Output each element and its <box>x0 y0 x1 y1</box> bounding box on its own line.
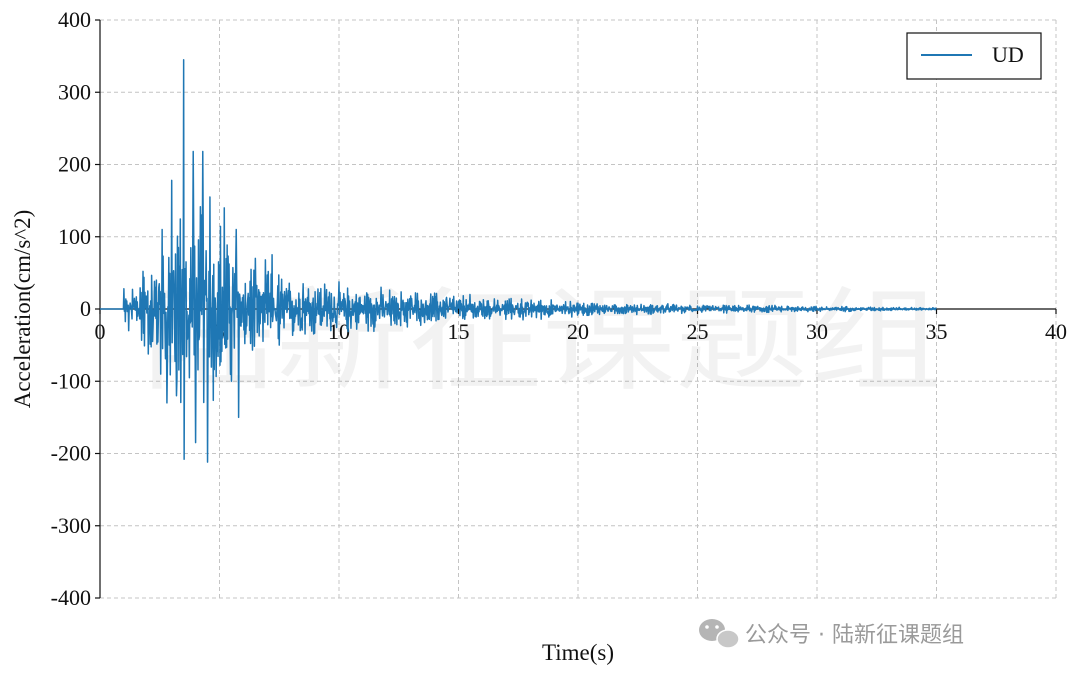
y-tick-label-400: 400 <box>58 7 91 32</box>
y-tick-label--200: -200 <box>51 441 91 466</box>
y-tick-label--300: -300 <box>51 513 91 538</box>
legend-label-ud: UD <box>992 42 1024 67</box>
y-tick-label-100: 100 <box>58 224 91 249</box>
y-tick-label-0: 0 <box>80 296 91 321</box>
x-tick-label-20: 20 <box>567 319 589 344</box>
series-ud <box>99 58 937 463</box>
y-tick-label--400: -400 <box>51 585 91 610</box>
wechat-icon <box>699 619 740 649</box>
y-tick-label--100: -100 <box>51 368 91 393</box>
x-tick-label-0: 0 <box>95 319 106 344</box>
x-tick-label-30: 30 <box>806 319 828 344</box>
x-tick-label-10: 10 <box>328 319 350 344</box>
watermark-text: 陆新征课题组 <box>142 277 942 407</box>
y-tick-label-200: 200 <box>58 152 91 177</box>
legend: UD <box>906 32 1042 80</box>
y-axis-title: Acceleration(cm/s^2) <box>10 210 35 409</box>
footer-watermark: 公众号 · 陆新征课题组 <box>699 619 964 649</box>
y-tick-label-300: 300 <box>58 79 91 104</box>
x-tick-label-25: 25 <box>687 319 709 344</box>
x-tick-label-15: 15 <box>448 319 470 344</box>
series-line-ud <box>99 58 937 463</box>
x-axis-title: Time(s) <box>542 640 614 665</box>
x-tick-label-40: 40 <box>1045 319 1067 344</box>
x-tick-label-35: 35 <box>926 319 948 344</box>
footer-text: 公众号 · 陆新征课题组 <box>745 623 964 648</box>
